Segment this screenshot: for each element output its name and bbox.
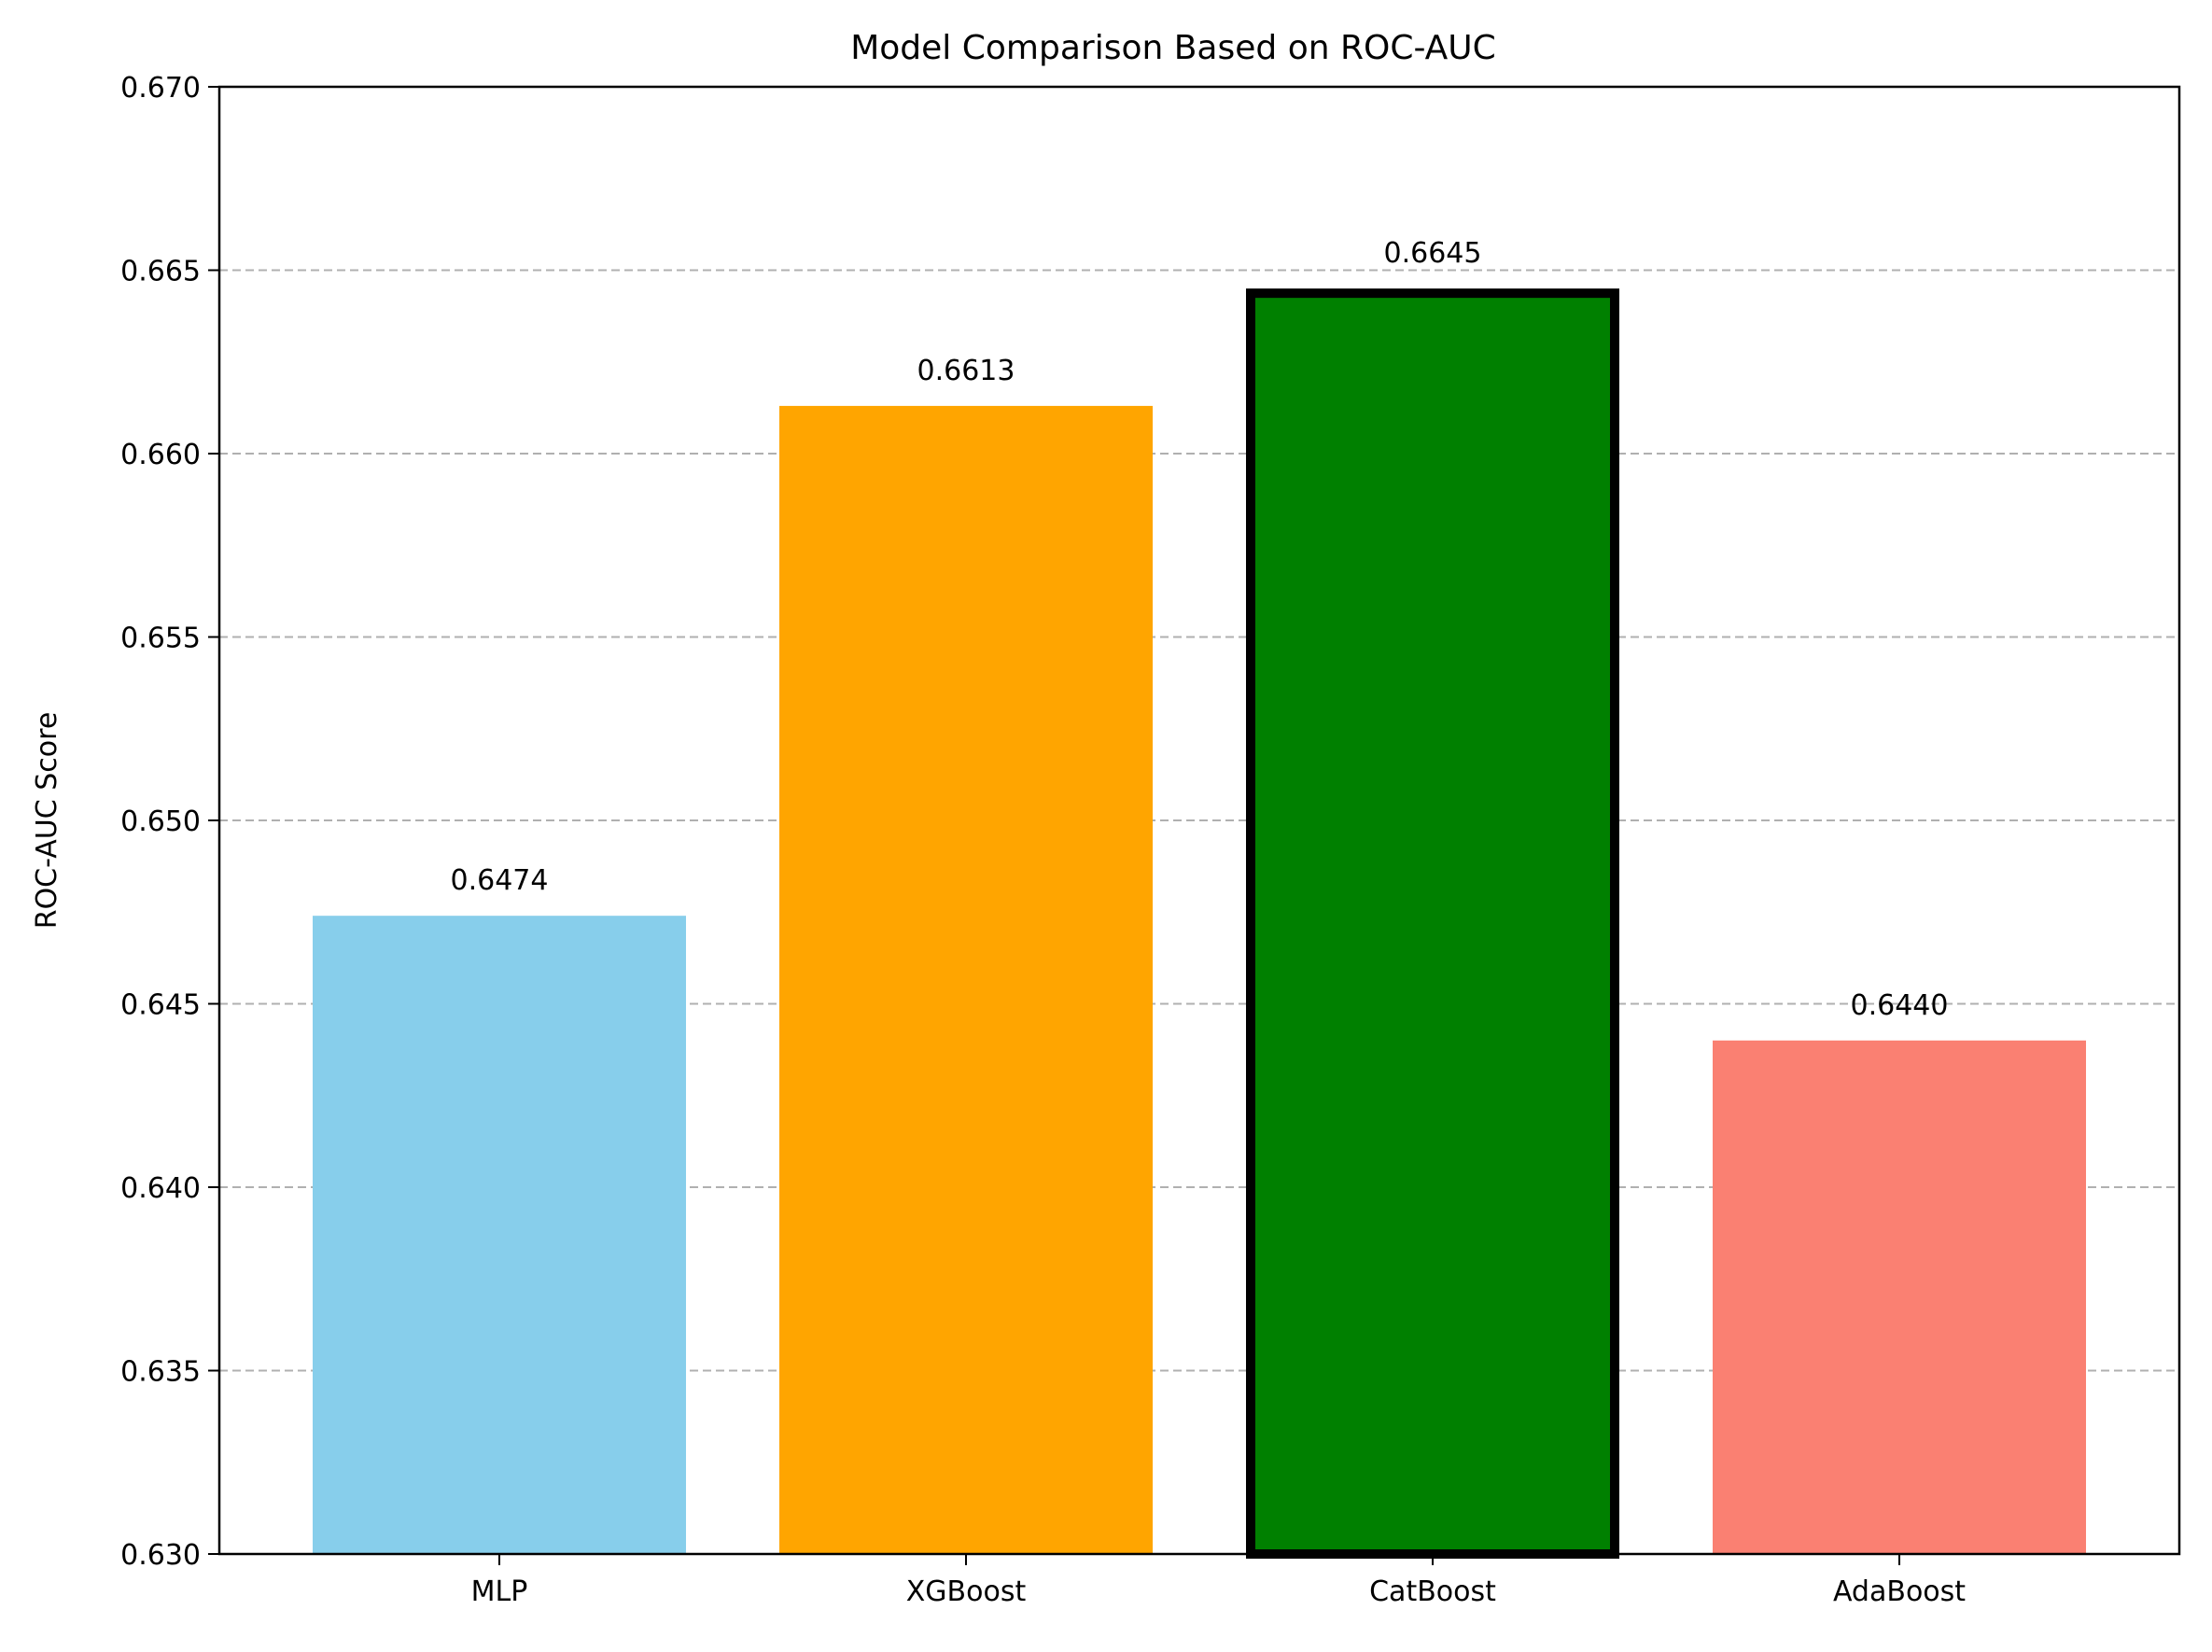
x-tick-label-catboost: CatBoost bbox=[1369, 1575, 1496, 1608]
y-tick-label: 0.635 bbox=[120, 1356, 201, 1389]
y-tick-label: 0.650 bbox=[120, 805, 201, 838]
value-label-adaboost: 0.6440 bbox=[1851, 989, 1949, 1022]
y-axis-label: ROC-AUC Score bbox=[31, 712, 63, 930]
x-tick-label-mlp: MLP bbox=[471, 1575, 528, 1608]
y-tick-label: 0.630 bbox=[120, 1539, 201, 1572]
y-axis-ticks: 0.630 0.635 0.640 0.645 0.650 0.655 0.660 0.665… bbox=[120, 72, 219, 1572]
bar-xgboost bbox=[779, 405, 1153, 1554]
x-tick-label-adaboost: AdaBoost bbox=[1833, 1575, 1966, 1608]
y-tick-label: 0.670 bbox=[120, 72, 201, 105]
value-label-catboost: 0.6645 bbox=[1384, 237, 1482, 270]
bar-mlp bbox=[313, 916, 686, 1554]
value-label-xgboost: 0.6613 bbox=[917, 355, 1015, 387]
x-axis-ticks: MLP XGBoost CatBoost AdaBoost bbox=[471, 1554, 1966, 1608]
y-tick-label: 0.645 bbox=[120, 989, 201, 1022]
bar-catboost bbox=[1246, 288, 1619, 1559]
x-tick-label-xgboost: XGBoost bbox=[906, 1575, 1027, 1608]
value-labels: 0.6474 0.6613 0.6645 0.6440 bbox=[451, 237, 1949, 1022]
y-tick-label: 0.660 bbox=[120, 439, 201, 471]
value-label-mlp: 0.6474 bbox=[451, 864, 549, 897]
bar-adaboost bbox=[1713, 1040, 2086, 1554]
bars bbox=[313, 288, 2086, 1559]
y-tick-label: 0.640 bbox=[120, 1172, 201, 1205]
y-tick-label: 0.655 bbox=[120, 623, 201, 655]
y-tick-label: 0.665 bbox=[120, 256, 201, 288]
chart-title: Model Comparison Based on ROC-AUC bbox=[850, 29, 1496, 67]
